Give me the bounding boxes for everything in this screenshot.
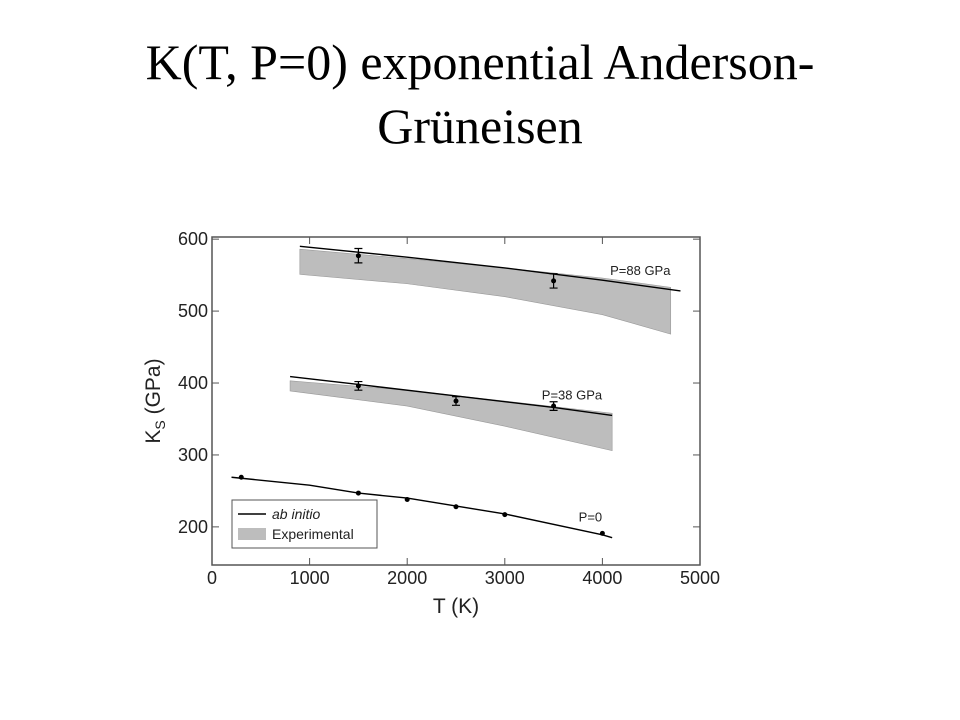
y-tick-label: 200	[178, 517, 208, 537]
x-tick-label: 0	[207, 568, 217, 588]
y-tick-label: 500	[178, 301, 208, 321]
x-tick-label: 3000	[485, 568, 525, 588]
y-axis-label-main: K	[142, 430, 165, 444]
plot-frame	[211, 236, 701, 566]
pressure-label: P=0	[579, 510, 603, 525]
legend-swatch	[238, 528, 266, 540]
x-tick-label: 2000	[387, 568, 427, 588]
y-axis-label-rest: (GPa)	[142, 358, 165, 420]
x-tick-label: 4000	[582, 568, 622, 588]
x-tick-label: 5000	[680, 568, 720, 588]
legend-label: Experimental	[272, 526, 354, 542]
error-bar	[354, 380, 363, 391]
data-point	[238, 474, 244, 480]
data-point	[453, 504, 459, 510]
slide-title: K(T, P=0) exponential Anderson-Grüneisen	[145, 34, 815, 154]
y-axis-label-sub: S	[152, 420, 168, 429]
error-bar	[549, 401, 558, 411]
data-point	[355, 490, 361, 496]
data-point	[404, 497, 410, 503]
legend-label: ab initio	[272, 506, 320, 522]
y-tick-label: 300	[178, 445, 208, 465]
data-point	[599, 530, 605, 536]
pressure-label: P=38 GPa	[542, 387, 603, 402]
x-axis-label: T (K)	[433, 595, 479, 618]
ab-initio-line	[299, 245, 681, 292]
x-tick-label: 1000	[290, 568, 330, 588]
error-bar	[354, 247, 363, 264]
y-axis-label: KS (GPa)	[142, 358, 168, 443]
y-tick-label: 600	[178, 229, 208, 249]
y-tick-label: 400	[178, 373, 208, 393]
error-bar	[452, 396, 460, 406]
error-bar	[549, 273, 558, 289]
pressure-label: P=88 GPa	[610, 263, 671, 278]
ab-initio-line	[289, 375, 613, 417]
data-point	[502, 512, 508, 518]
